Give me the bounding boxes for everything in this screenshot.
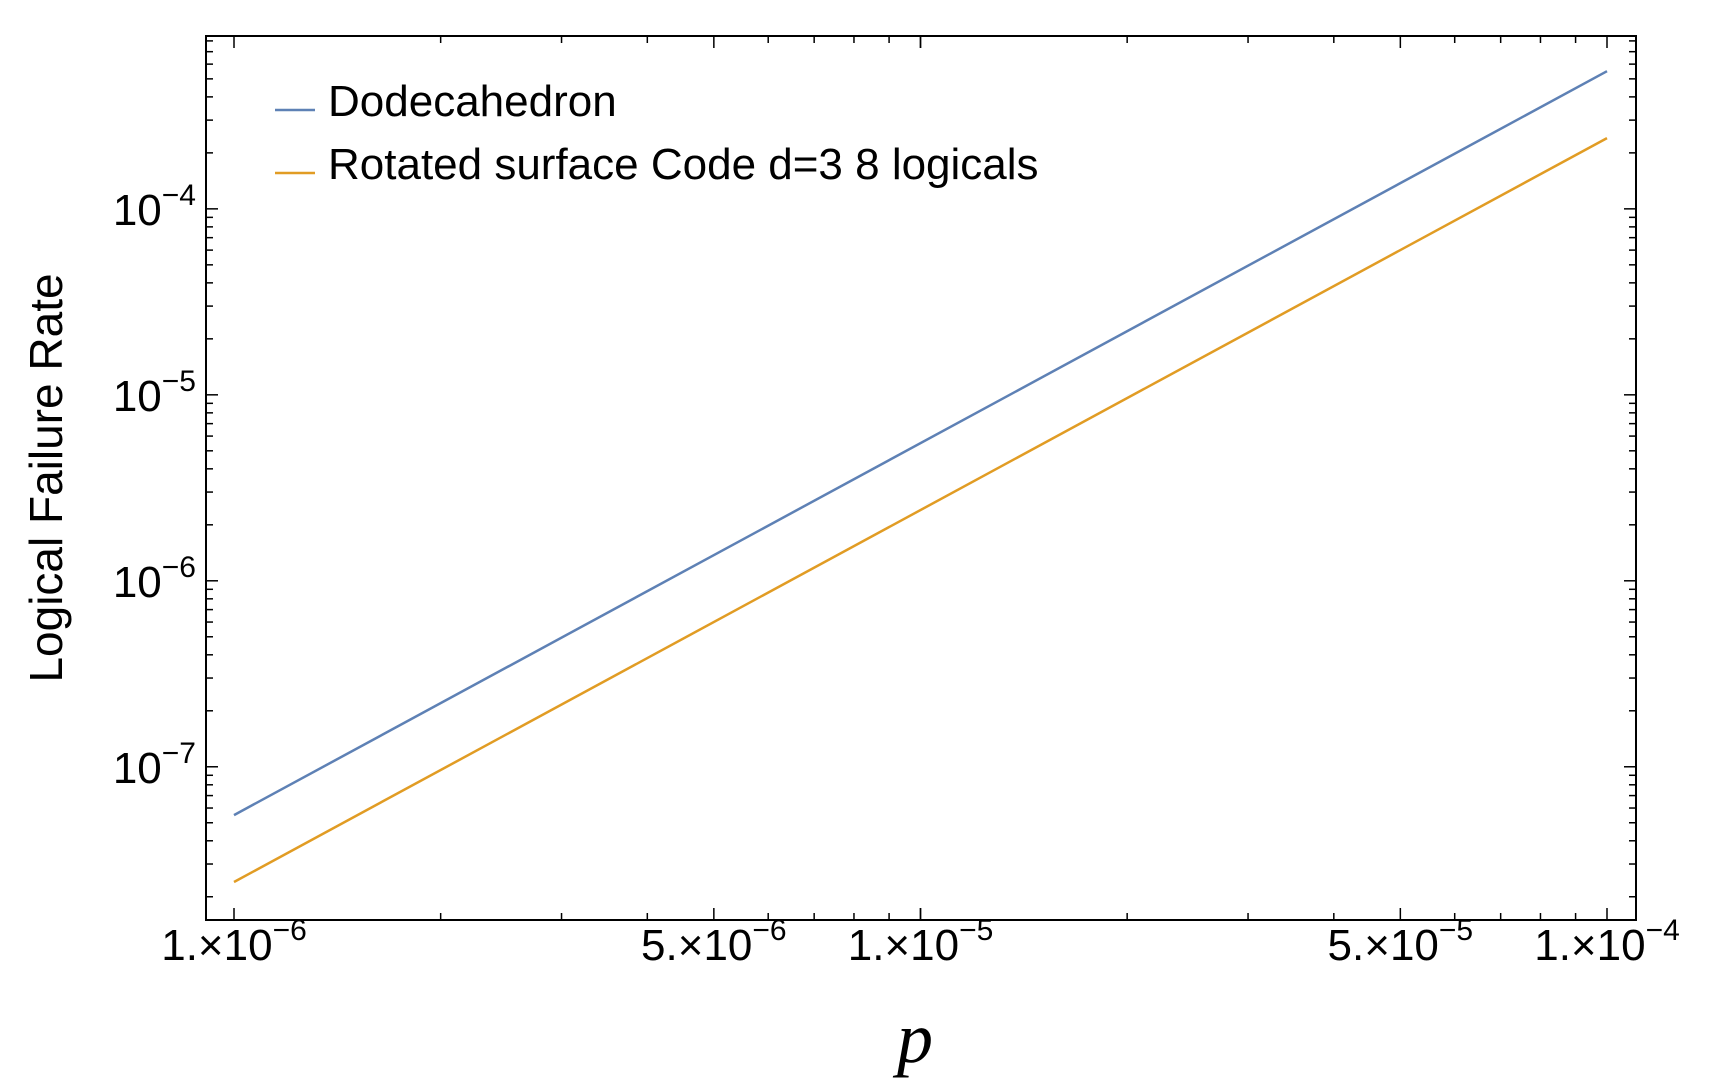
series-line-2 [233,137,1608,884]
y-tick-label: 10−4 [113,179,196,235]
x-tick-label: 1.×10−4 [1534,914,1680,970]
x-tick-label: 5.×10−6 [641,914,787,970]
y-tick-label: 10−7 [113,737,196,793]
x-axis-label: p [892,998,933,1078]
series-line-1 [233,70,1608,817]
legend-label-1: Dodecahedron [328,77,617,126]
axis-ticks: 10−7 10−6 10−5 10−4 1.×10−6 5.×10−6 1.×10−5 5.×… [113,36,1680,970]
series-lines [233,70,1608,884]
y-tick-label: 10−6 [113,551,196,607]
y-tick-label: 10−5 [113,365,196,421]
legend-label-2: Rotated surface Code d=3 8 logicals [328,140,1039,189]
x-tick-label: 1.×10−6 [161,914,307,970]
x-tick-label: 5.×10−5 [1328,914,1474,970]
legend: Dodecahedron Rotated surface Code d=3 8 l… [275,77,1039,189]
x-tick-label: 1.×10−5 [848,914,994,970]
y-axis-label: Logical Failure Rate [20,273,72,682]
